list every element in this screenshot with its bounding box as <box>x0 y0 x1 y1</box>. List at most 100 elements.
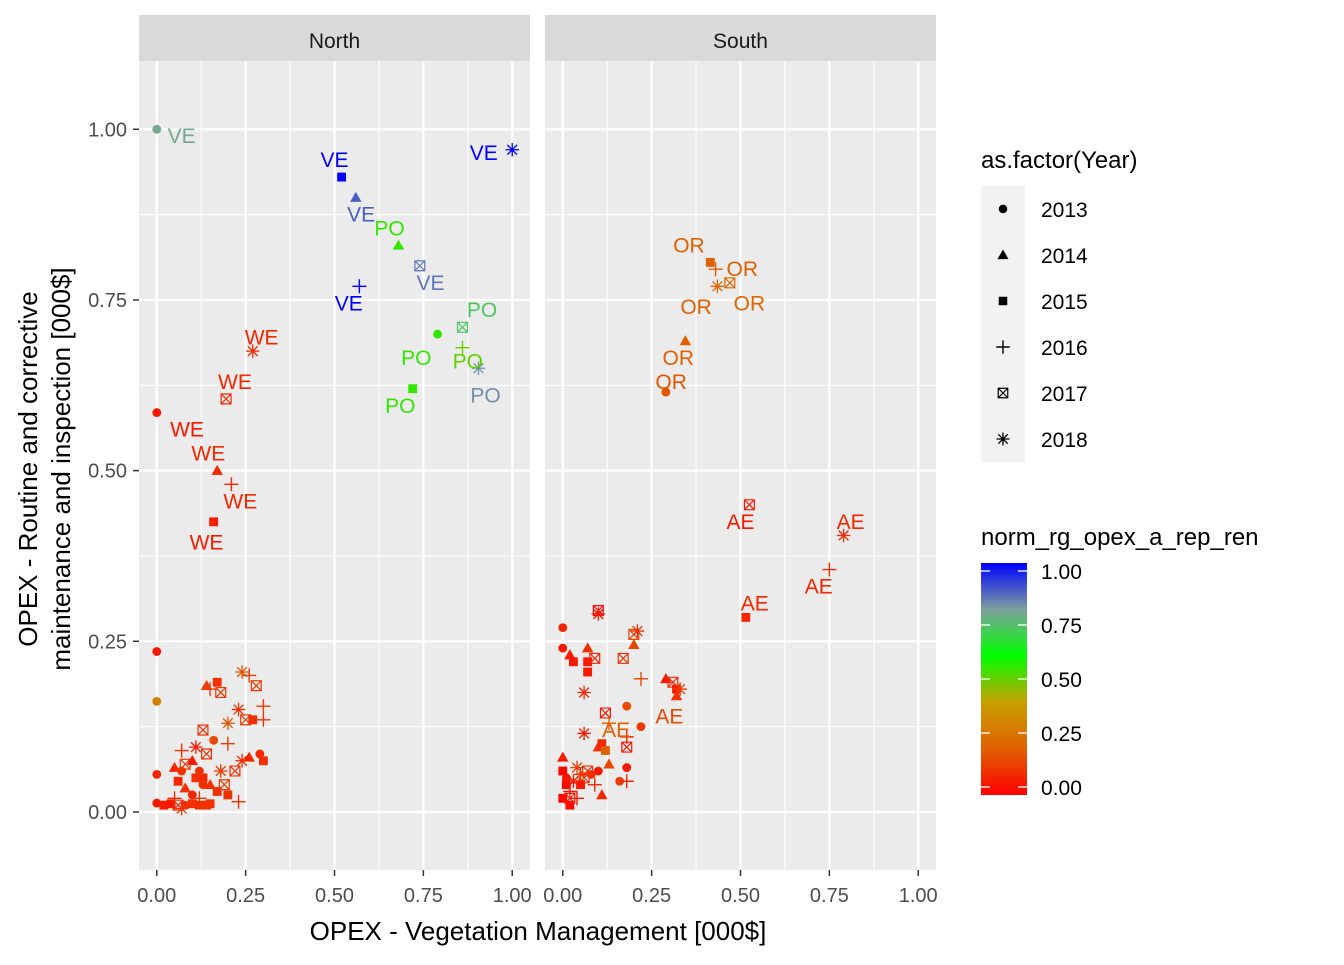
data-point <box>562 784 577 799</box>
data-point <box>173 776 183 786</box>
data-point <box>566 774 581 789</box>
x-tick-label: 0.25 <box>226 885 265 907</box>
data-point <box>679 335 692 346</box>
data-point <box>212 787 222 796</box>
data-point <box>619 729 634 744</box>
color-legend: norm_rg_opex_a_rep_ren 0.00 0.25 0.50 0.75 1… <box>981 524 1259 800</box>
data-point <box>597 739 607 749</box>
data-point <box>352 279 367 294</box>
x-tick-label: 0.75 <box>810 885 849 907</box>
data-point <box>235 754 249 768</box>
shape-legend-item-2017: 2017 <box>981 370 1088 416</box>
shape-legend-item-2013: 2013 <box>981 186 1088 232</box>
shape-legend-item-2016: 2016 <box>981 324 1088 370</box>
data-point <box>576 780 585 790</box>
data-point <box>167 791 182 806</box>
point-label: OR <box>663 347 695 370</box>
data-point <box>203 682 218 697</box>
data-point <box>250 680 262 692</box>
data-point <box>204 778 216 789</box>
data-point <box>256 699 271 714</box>
point-label: OR <box>673 234 705 257</box>
data-point <box>192 791 207 806</box>
shape-legend-label: 2015 <box>1041 291 1088 314</box>
point-label: VE <box>470 142 498 165</box>
data-point <box>242 668 257 683</box>
data-point <box>581 642 594 653</box>
data-point <box>603 758 615 769</box>
color-legend-title: norm_rg_opex_a_rep_ren <box>981 524 1259 551</box>
shape-legend: as.factor(Year) 2013 2014 2015 2016 2017 2018 <box>981 147 1138 462</box>
data-point <box>622 701 632 711</box>
data-point <box>166 799 176 809</box>
data-point <box>596 789 608 800</box>
data-point <box>152 408 162 418</box>
data-point <box>159 800 169 810</box>
x-tick-label: 0.00 <box>137 885 176 907</box>
data-point <box>743 499 755 511</box>
data-point <box>630 624 645 638</box>
data-point <box>223 790 233 800</box>
facet-strip-label: North <box>309 30 360 53</box>
point-label: WE <box>170 419 204 442</box>
data-point <box>258 756 268 766</box>
data-point <box>256 712 271 727</box>
data-point <box>255 749 265 759</box>
point-label: VE <box>347 204 375 227</box>
data-point <box>557 751 569 762</box>
data-point <box>583 657 593 667</box>
data-point <box>152 647 162 656</box>
data-point <box>583 667 593 677</box>
x-tick-label: 0.00 <box>543 885 582 907</box>
shape-legend-label: 2014 <box>1041 245 1088 268</box>
point-label: PO <box>470 385 500 408</box>
y-tick-label: 0.00 <box>88 802 127 824</box>
data-point <box>433 329 443 339</box>
data-point <box>212 677 222 687</box>
data-point <box>705 257 715 267</box>
data-point <box>660 673 672 684</box>
data-point <box>569 791 585 806</box>
x-tick-label: 0.50 <box>315 885 354 907</box>
data-point <box>152 770 162 779</box>
data-point <box>617 652 629 664</box>
data-point <box>337 172 347 182</box>
colorbar-tick-label: 0.00 <box>1041 777 1082 800</box>
data-point <box>741 612 751 622</box>
point-label: OR <box>727 258 759 281</box>
data-point <box>213 764 228 778</box>
legend-key-asterisk <box>996 432 1010 446</box>
point-label: WE <box>190 531 224 554</box>
point-label: WE <box>218 371 252 394</box>
y-tick-label: 0.50 <box>88 461 127 483</box>
data-point <box>558 623 568 633</box>
data-point <box>174 801 189 816</box>
facet-strip-label: South <box>713 30 768 53</box>
x-tick-label: 0.50 <box>721 885 760 907</box>
facet-strip <box>139 15 530 61</box>
data-point <box>191 773 201 783</box>
data-point <box>248 715 258 725</box>
x-axis-label: OPEX - Vegetation Management [000$] <box>310 916 767 946</box>
legend-key-circle <box>998 204 1008 214</box>
data-point <box>577 726 591 741</box>
data-point <box>615 776 625 786</box>
data-point <box>174 743 189 758</box>
point-label: VE <box>320 149 348 172</box>
data-point <box>152 798 162 808</box>
data-point <box>561 773 571 783</box>
legend-key-boxx <box>997 387 1009 399</box>
data-point <box>670 690 683 701</box>
data-point <box>243 751 255 762</box>
data-point <box>186 755 199 766</box>
shape-legend-label: 2013 <box>1041 199 1088 222</box>
data-point <box>456 321 469 333</box>
data-point <box>198 773 208 783</box>
data-point <box>569 657 578 667</box>
data-point <box>565 800 575 810</box>
axes: 0.00 0.25 0.50 0.75 1.00 0.00 0.25 0.50 0.75 1.00… <box>88 119 938 907</box>
data-point <box>636 722 646 732</box>
data-point <box>179 782 191 793</box>
